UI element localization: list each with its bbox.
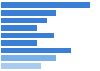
Bar — [1, 40, 38, 46]
Bar — [1, 10, 56, 15]
Bar — [1, 63, 41, 69]
Bar — [1, 2, 90, 8]
Bar — [1, 48, 71, 53]
Bar — [1, 33, 54, 38]
Bar — [1, 18, 47, 23]
Bar — [1, 56, 56, 61]
Bar — [1, 25, 36, 31]
